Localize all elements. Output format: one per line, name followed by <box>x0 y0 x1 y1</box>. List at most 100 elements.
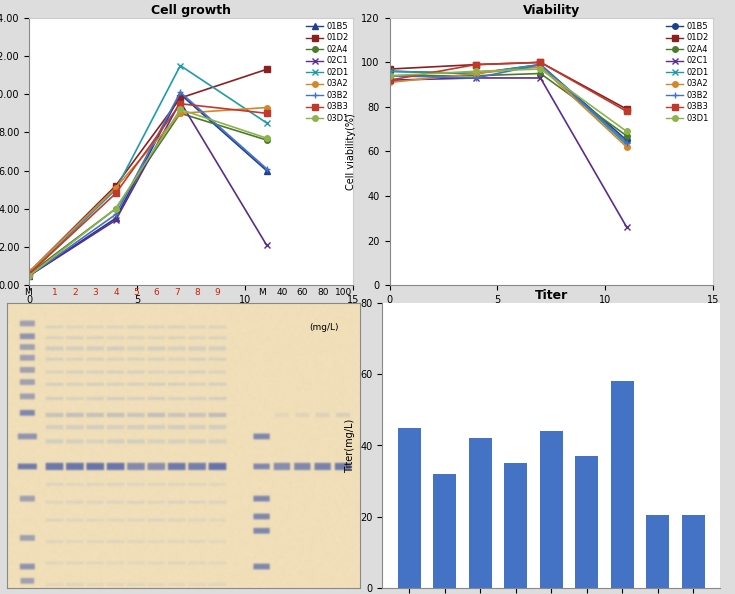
Y-axis label: Cell viability(%): Cell viability(%) <box>345 113 356 190</box>
02D1 <box>262 119 271 127</box>
02D1 <box>25 270 34 277</box>
Line: 02C1: 02C1 <box>387 75 629 230</box>
01B5 <box>471 70 480 77</box>
Bar <box>576 456 598 588</box>
Bar <box>646 515 670 588</box>
01D2 <box>385 65 394 72</box>
03D1 <box>471 68 480 75</box>
02A4 <box>623 132 631 140</box>
Title: Cell growth: Cell growth <box>151 4 231 17</box>
Bar <box>539 431 563 588</box>
02D1 <box>111 186 120 193</box>
Line: 02A4: 02A4 <box>387 71 629 138</box>
03D1 <box>385 72 394 80</box>
01D2 <box>176 94 184 102</box>
Text: 80: 80 <box>317 288 329 297</box>
03B2 <box>471 74 480 81</box>
03B3 <box>536 59 545 66</box>
03B2 <box>111 211 120 218</box>
02D1 <box>471 70 480 77</box>
Text: 3: 3 <box>93 288 98 297</box>
02C1 <box>176 98 184 105</box>
Bar <box>433 474 456 588</box>
03A2 <box>111 184 120 191</box>
03A2 <box>385 79 394 86</box>
02D1 <box>536 61 545 68</box>
02A4 <box>25 270 34 277</box>
Text: M: M <box>24 288 32 297</box>
01D2 <box>471 61 480 68</box>
03A2 <box>176 110 184 117</box>
02C1 <box>536 74 545 81</box>
Line: 03A2: 03A2 <box>387 64 629 150</box>
Bar <box>504 463 527 588</box>
03D1 <box>176 106 184 113</box>
X-axis label: Day: Day <box>540 311 562 320</box>
03B2 <box>25 272 34 279</box>
Line: 02A4: 02A4 <box>26 110 269 276</box>
X-axis label: Day: Day <box>180 311 202 320</box>
Text: 60: 60 <box>297 288 308 297</box>
Line: 03B2: 03B2 <box>26 90 269 279</box>
01D2 <box>262 66 271 73</box>
Line: 03B3: 03B3 <box>26 101 269 276</box>
03A2 <box>471 70 480 77</box>
Line: 02D1: 02D1 <box>26 63 269 276</box>
02C1 <box>111 217 120 224</box>
01D2 <box>536 59 545 66</box>
Line: 01D2: 01D2 <box>26 67 269 274</box>
03B3 <box>385 77 394 84</box>
03B2 <box>385 72 394 80</box>
02A4 <box>471 72 480 80</box>
02A4 <box>536 70 545 77</box>
03B3 <box>111 190 120 197</box>
02C1 <box>25 272 34 279</box>
Text: 5: 5 <box>133 288 139 297</box>
Bar <box>682 515 705 588</box>
Line: 01D2: 01D2 <box>387 59 629 112</box>
02C1 <box>262 242 271 249</box>
01D2 <box>111 182 120 189</box>
01D2 <box>25 268 34 276</box>
Legend: 01B5, 01D2, 02A4, 02C1, 02D1, 03A2, 03B2, 03B3, 03D1: 01B5, 01D2, 02A4, 02C1, 02D1, 03A2, 03B2… <box>306 22 348 123</box>
01B5 <box>25 272 34 279</box>
03D1 <box>262 135 271 142</box>
Line: 01B5: 01B5 <box>387 62 629 143</box>
03D1 <box>623 128 631 135</box>
03B2 <box>623 139 631 146</box>
03B2 <box>176 89 184 96</box>
Line: 02D1: 02D1 <box>387 62 629 147</box>
01B5 <box>176 91 184 98</box>
03A2 <box>536 64 545 71</box>
02A4 <box>385 72 394 80</box>
Legend: 01B5, 01D2, 02A4, 02C1, 02D1, 03A2, 03B2, 03B3, 03D1: 01B5, 01D2, 02A4, 02C1, 02D1, 03A2, 03B2… <box>667 22 709 123</box>
Text: 100: 100 <box>334 288 352 297</box>
Text: 9: 9 <box>215 288 220 297</box>
Text: 8: 8 <box>195 288 200 297</box>
Line: 03B3: 03B3 <box>387 59 629 114</box>
03B2 <box>262 165 271 172</box>
Y-axis label: Titer(mg/L): Titer(mg/L) <box>345 418 354 473</box>
Line: 03A2: 03A2 <box>26 105 269 274</box>
01B5 <box>262 167 271 174</box>
Text: 2: 2 <box>72 288 78 297</box>
Bar <box>611 381 634 588</box>
Text: (mg/L): (mg/L) <box>309 323 339 332</box>
01B5 <box>623 137 631 144</box>
03B3 <box>25 270 34 277</box>
03A2 <box>262 104 271 111</box>
02D1 <box>176 62 184 69</box>
Line: 03D1: 03D1 <box>26 107 269 279</box>
Line: 03B2: 03B2 <box>387 62 629 146</box>
Text: 1: 1 <box>52 288 58 297</box>
02A4 <box>262 137 271 144</box>
02C1 <box>385 77 394 84</box>
03A2 <box>623 144 631 151</box>
03D1 <box>25 272 34 279</box>
03A2 <box>25 268 34 276</box>
Text: M: M <box>258 288 265 297</box>
Line: 03D1: 03D1 <box>387 67 629 134</box>
03B3 <box>623 108 631 115</box>
02C1 <box>471 74 480 81</box>
Text: 7: 7 <box>174 288 180 297</box>
